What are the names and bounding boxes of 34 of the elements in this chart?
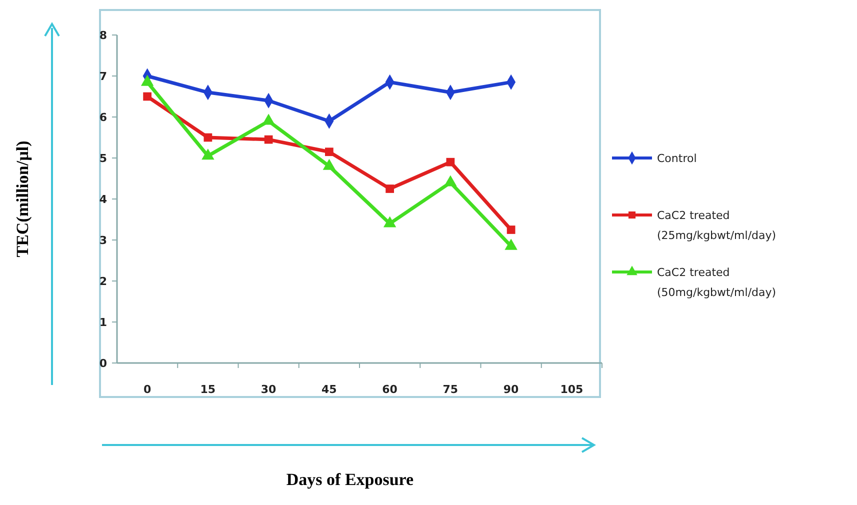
point: [143, 92, 152, 101]
legend-label: CaC2 treated (25mg/kgbwt/ml/day): [657, 208, 776, 242]
point: [386, 184, 394, 193]
y-tick-label: 2: [99, 274, 107, 288]
y-tick-label: 5: [99, 152, 107, 165]
point: [444, 175, 457, 186]
x-tick-label: 30: [260, 383, 277, 396]
legend-label: CaC2 treated (50mg/kgbwt/ml/day): [657, 266, 776, 299]
point: [262, 114, 275, 125]
x-axis-title: Days of Exposure: [286, 470, 414, 489]
point: [204, 133, 212, 142]
legend-label: Control: [657, 152, 697, 165]
x-tick-label: 0: [143, 383, 152, 396]
x-tick-label: 75: [442, 383, 458, 396]
point: [322, 158, 336, 170]
y-tick-label: 7: [99, 70, 107, 83]
x-tick-label: 45: [322, 383, 337, 396]
y-axis-title: TEC(million/µl): [12, 140, 32, 258]
x-tick-label: 105: [560, 383, 584, 396]
point: [446, 158, 455, 166]
point: [264, 135, 273, 144]
y-tick-label: 6: [99, 110, 108, 124]
y-tick-label: 1: [99, 316, 107, 329]
y-tick-label: 0: [99, 356, 108, 370]
y-tick-label: 3: [99, 234, 107, 247]
x-tick-label: 15: [200, 383, 216, 396]
y-tick-label: 4: [99, 192, 108, 206]
point: [504, 238, 518, 250]
point: [325, 148, 334, 156]
x-tick-label: 60: [382, 383, 398, 396]
y-tick-label: 8: [99, 28, 107, 42]
x-tick-label: 90: [503, 383, 520, 396]
point: [383, 216, 396, 228]
point: [202, 148, 214, 160]
